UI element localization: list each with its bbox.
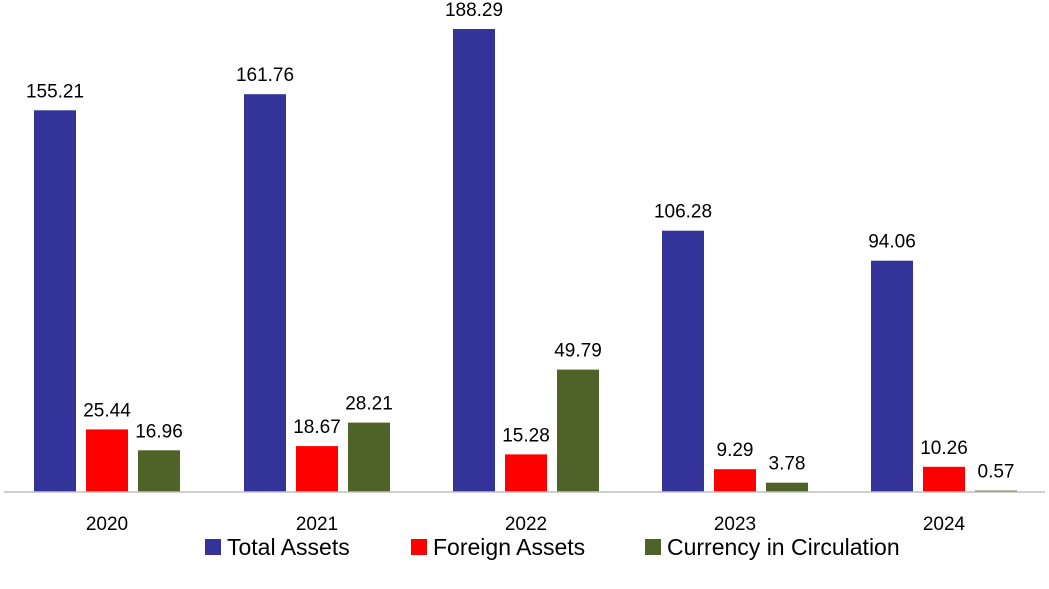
- value-label: 106.28: [654, 202, 712, 223]
- value-label: 25.44: [83, 400, 131, 421]
- bar-total-assets-2024: [871, 260, 913, 492]
- value-label: 15.28: [502, 425, 550, 446]
- bar-currency-in-circulation-2023: [766, 482, 808, 492]
- bar-currency-in-circulation-2021: [348, 422, 390, 492]
- value-labels-layer: 155.21 161.76 188.29 106.28 94.06 25.44 18.67 1…: [26, 0, 1015, 483]
- value-label: 188.29: [445, 0, 503, 21]
- x-tick-label: 2024: [923, 514, 966, 535]
- value-label: 155.21: [26, 81, 84, 102]
- legend-item: Foreign Assets: [411, 534, 585, 560]
- value-label: 9.29: [717, 440, 754, 461]
- bar-total-assets-2020: [34, 110, 76, 493]
- bar-foreign-assets-2020: [86, 429, 128, 492]
- value-label: 10.26: [920, 438, 968, 459]
- legend-swatch: [205, 539, 221, 555]
- legend-swatch: [645, 539, 661, 555]
- value-label: 16.96: [135, 421, 183, 442]
- legend-item: Total Assets: [205, 534, 350, 560]
- x-tick-label: 2021: [296, 514, 338, 535]
- bars-layer: [34, 29, 1017, 493]
- x-tick-label: 2020: [86, 514, 128, 535]
- bar-foreign-assets-2022: [505, 454, 547, 492]
- value-label: 3.78: [769, 454, 806, 475]
- legend-label: Foreign Assets: [433, 534, 585, 560]
- legend: Total Assets Foreign Assets Currency in Ci…: [205, 534, 900, 560]
- legend-item: Currency in Circulation: [645, 534, 900, 560]
- bar-currency-in-circulation-2020: [138, 450, 180, 492]
- x-tick-labels: 2020 2021 2022 2023 2024: [86, 514, 966, 535]
- x-tick-label: 2023: [714, 514, 756, 535]
- legend-label: Total Assets: [227, 534, 350, 560]
- value-label: 161.76: [236, 65, 294, 86]
- bar-total-assets-2022: [453, 29, 495, 492]
- value-label: 0.57: [978, 462, 1015, 483]
- value-label: 49.79: [554, 341, 602, 362]
- legend-swatch: [411, 539, 427, 555]
- bar-total-assets-2021: [244, 94, 286, 492]
- value-label: 18.67: [293, 417, 341, 438]
- bar-foreign-assets-2021: [296, 446, 338, 492]
- bar-foreign-assets-2023: [714, 469, 756, 492]
- value-label: 94.06: [868, 232, 916, 253]
- bar-foreign-assets-2024: [923, 466, 965, 492]
- legend-label: Currency in Circulation: [667, 534, 900, 560]
- bar-currency-in-circulation-2022: [557, 369, 599, 492]
- x-tick-label: 2022: [505, 514, 547, 535]
- bar-total-assets-2023: [662, 230, 704, 492]
- value-label: 28.21: [345, 394, 393, 415]
